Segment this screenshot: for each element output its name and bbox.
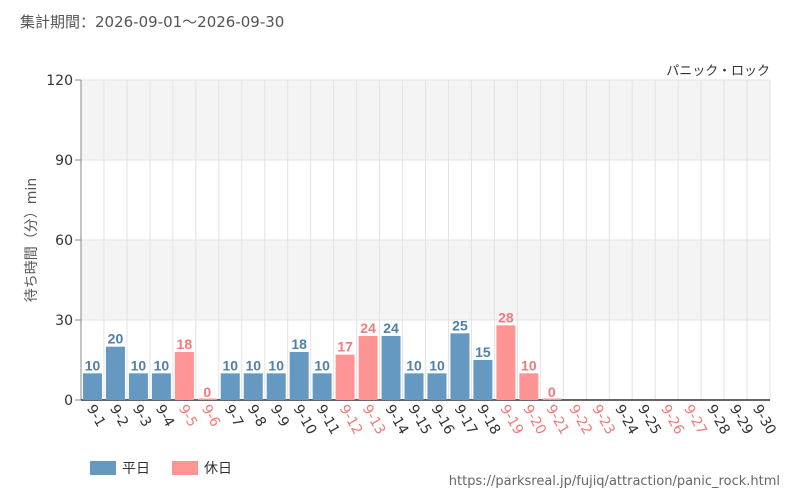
- source-url: https://parksreal.jp/fujiq/attraction/pa…: [448, 474, 780, 489]
- value-label: 24: [360, 320, 376, 336]
- bar-zero-marker: [197, 398, 217, 400]
- bar-zero-marker: [542, 398, 562, 400]
- bar: [174, 352, 194, 400]
- value-label: 10: [521, 357, 537, 373]
- value-label: 15: [475, 344, 491, 360]
- bar: [381, 336, 401, 400]
- bar: [220, 373, 240, 400]
- x-tick-label: 9-6: [198, 402, 223, 430]
- x-tick-label: 9-18: [473, 402, 503, 438]
- x-tick-label: 9-8: [244, 402, 269, 430]
- bar: [358, 336, 378, 400]
- value-label: 18: [177, 336, 193, 352]
- bar: [404, 373, 424, 400]
- x-tick-label: 9-23: [588, 402, 618, 438]
- x-tick-label: 9-16: [428, 402, 458, 438]
- period-label: 集計期間：2026-09-01～2026-09-30: [20, 13, 285, 31]
- bar: [312, 373, 332, 400]
- chart-title: パニック・ロック: [666, 64, 770, 79]
- legend: 平日 休日: [90, 458, 232, 478]
- legend-item-holiday: 休日: [172, 458, 232, 478]
- value-label: 10: [245, 357, 261, 373]
- legend-label-weekday: 平日: [122, 461, 150, 477]
- bar: [473, 360, 493, 400]
- value-label: 10: [85, 357, 101, 373]
- bar: [266, 373, 286, 400]
- weekday-swatch: [90, 461, 116, 475]
- value-label: 28: [498, 309, 514, 325]
- x-tick-label: 9-17: [450, 402, 480, 438]
- y-tick-label: 120: [46, 73, 73, 89]
- value-label: 25: [452, 317, 468, 333]
- x-tick-label: 9-14: [382, 402, 412, 438]
- x-tick-label: 9-24: [611, 402, 641, 438]
- value-label: 10: [131, 357, 147, 373]
- x-tick-label: 9-29: [726, 402, 756, 438]
- x-tick-label: 9-5: [175, 402, 200, 430]
- value-label: 0: [203, 384, 211, 400]
- legend-item-weekday: 平日: [90, 458, 150, 478]
- x-tick-label: 9-2: [106, 402, 131, 430]
- x-tick-label: 9-19: [496, 402, 526, 438]
- x-tick-label: 9-10: [290, 402, 320, 438]
- bar: [519, 373, 539, 400]
- x-tick-label: 9-20: [519, 402, 549, 438]
- x-tick-label: 9-30: [749, 402, 779, 438]
- bar: [450, 333, 470, 400]
- y-axis-label: 待ち時間（分）min: [24, 178, 40, 302]
- bar: [289, 352, 309, 400]
- value-label: 24: [383, 320, 399, 336]
- value-label: 0: [548, 384, 556, 400]
- value-label: 10: [429, 357, 445, 373]
- x-tick-label: 9-13: [359, 402, 389, 438]
- bar: [427, 373, 447, 400]
- x-tick-label: 9-9: [267, 402, 292, 430]
- x-tick-label: 9-7: [221, 402, 246, 430]
- value-label: 20: [108, 331, 124, 347]
- y-tick-label: 30: [55, 313, 73, 329]
- x-tick-labels: 9-19-29-39-49-59-69-79-89-99-109-119-129…: [83, 402, 779, 438]
- bar: [105, 346, 125, 400]
- x-tick-label: 9-21: [542, 402, 572, 438]
- value-label: 17: [337, 339, 353, 355]
- holiday-swatch: [172, 461, 198, 475]
- x-tick-label: 9-1: [83, 402, 108, 430]
- y-tick-labels: 0 30 60 90 120: [46, 73, 81, 409]
- value-label: 18: [291, 336, 307, 352]
- x-tick-label: 9-11: [313, 402, 343, 438]
- bar: [82, 373, 102, 400]
- x-tick-label: 9-12: [336, 402, 366, 438]
- legend-label-holiday: 休日: [204, 461, 232, 477]
- x-tick-label: 9-27: [680, 402, 710, 438]
- x-tick-label: 9-3: [129, 402, 154, 430]
- value-label: 10: [268, 357, 284, 373]
- x-tick-label: 9-28: [703, 402, 733, 438]
- y-tick-label: 60: [55, 233, 73, 249]
- y-tick-label: 90: [55, 153, 73, 169]
- bar: [335, 354, 355, 400]
- value-label: 10: [222, 357, 238, 373]
- x-tick-label: 9-15: [405, 402, 435, 438]
- x-tick-label: 9-22: [565, 402, 595, 438]
- bar: [151, 373, 171, 400]
- value-label: 10: [154, 357, 170, 373]
- x-tick-label: 9-26: [657, 402, 687, 438]
- bar: [243, 373, 263, 400]
- value-label: 10: [406, 357, 422, 373]
- value-label: 10: [314, 357, 330, 373]
- bars: [82, 325, 562, 400]
- x-tick-label: 9-25: [634, 402, 664, 438]
- x-tick-label: 9-4: [152, 402, 177, 430]
- bar: [128, 373, 148, 400]
- value-labels: 10 20 10 10 18 0 10 10 10 18 10 17 24 24 10 10 25 15 28 10 0: [85, 309, 556, 400]
- y-tick-label: 0: [64, 393, 73, 409]
- bar: [496, 325, 516, 400]
